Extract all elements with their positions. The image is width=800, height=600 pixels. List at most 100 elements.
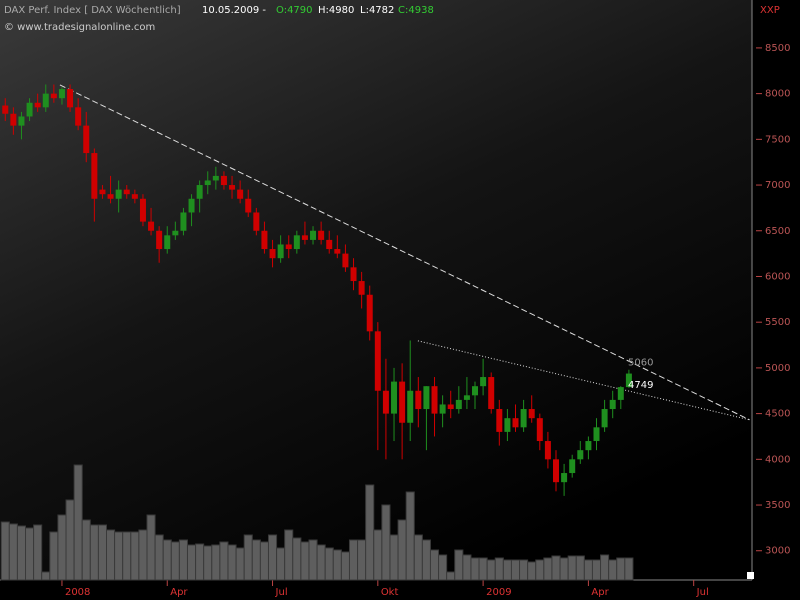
annotation-label: 5060 [628,357,653,368]
candle-body [447,404,454,410]
candle-body [553,459,560,483]
candle-body [496,409,503,432]
candle-body [617,387,624,400]
volume-bar [33,524,43,581]
volume-bar [527,561,537,581]
date: 10.05.2009 - [202,5,266,16]
volume-bar [235,547,245,581]
volume-bar [494,557,504,581]
candle-body [204,180,211,186]
candle-body [115,189,122,199]
open-label: O:4790 [276,5,313,16]
candle-body [431,386,438,414]
volume-bar [591,559,602,581]
candle-body [415,390,422,410]
volume-bar [543,557,553,581]
candle-body [488,377,495,410]
y-tick-label: 7000 [765,180,790,191]
candle-body [342,253,349,268]
candle-body [42,93,49,108]
high-label: H:4980 [318,5,354,16]
y-tick-label: 4000 [765,454,790,465]
volume-bar [57,514,67,581]
candle-body [472,386,479,396]
x-tick-label: Jul [696,587,709,598]
candle-body [91,153,98,199]
candle-body [601,409,608,428]
candle-body [334,249,341,254]
volume-bar [41,571,51,581]
low-label: L:4782 [360,5,394,16]
volume-bar [203,545,213,581]
volume-bar [267,534,278,581]
volume-bar [429,549,440,581]
candle-body [455,399,462,410]
volume-bar [243,534,253,581]
candle-body [237,189,244,199]
candle-body [520,409,527,428]
y-tick-label: 6000 [765,271,790,282]
x-tick-label: 2009 [486,587,511,598]
candle-body [593,427,600,442]
candle-body [439,404,446,414]
candle-body [374,331,381,391]
candle-body [318,230,325,240]
candle-body [245,198,252,213]
candle-body [544,441,551,460]
volume-bar [16,525,27,581]
candle-body [83,125,90,154]
y-tick-label: 3500 [765,500,790,511]
volume-bar [186,544,197,581]
candle-body [350,267,357,282]
volume-bar [49,531,59,581]
volume-bar [413,534,423,581]
volume-bar [438,554,448,581]
volume-bar [535,559,545,581]
candle-body [220,175,227,186]
volume-bar [340,551,350,581]
volume-bar [559,557,569,581]
candle-body [382,390,389,414]
volume-bar [292,537,302,581]
volume-bar [502,559,512,581]
candle-body [391,381,398,414]
x-tick-label: 2008 [65,587,90,598]
candle-body [561,473,568,483]
candle-body [536,418,543,442]
candle-body [326,239,333,250]
annotation-label: 4749 [628,380,653,391]
candle-body [512,418,519,428]
candle-body [407,390,414,423]
candle-body [358,281,365,295]
volume-bar [25,527,35,581]
volume-bar [421,539,431,581]
volume-bar [373,529,383,581]
volume-bar [486,559,496,581]
volume-bar [8,523,18,581]
y-tick-label: 3000 [765,546,790,557]
y-tick-label: 4500 [765,409,790,420]
volume-bar [470,557,480,581]
candle-body [399,381,406,423]
x-tick-label: Apr [591,587,609,598]
candle-body [107,194,114,199]
candle-body [67,89,74,108]
volume-bar [284,529,294,581]
volume-bar [130,531,140,581]
x-tick-label: Apr [170,587,188,598]
volume-bar [211,544,221,581]
candle-body [569,459,576,474]
y-tick-label: 7500 [765,134,790,145]
volume-bar [219,541,229,581]
volume-bar [357,539,367,581]
volume-bar [316,544,326,581]
candle-body [577,450,584,460]
candle-body [366,294,373,332]
candle-body [164,235,171,250]
candle-body [139,198,146,222]
volume-bar [162,539,172,581]
volume-bar [454,549,464,581]
volume-bar [65,499,75,581]
candle-body [229,185,236,190]
volume-bar [227,544,237,581]
